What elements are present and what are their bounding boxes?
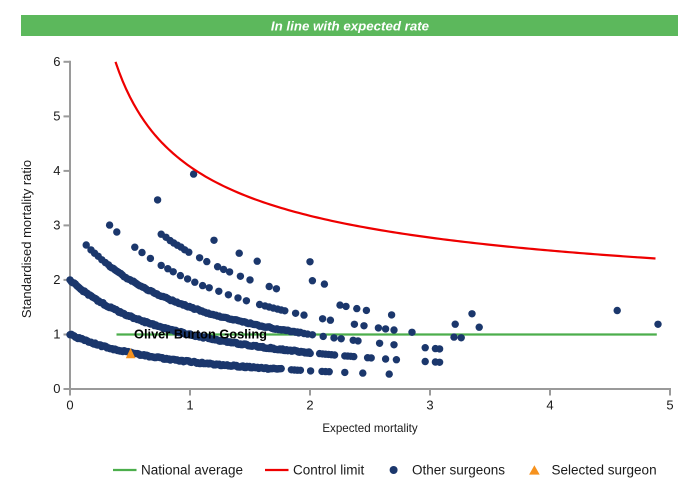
svg-text:4: 4 bbox=[53, 163, 60, 178]
svg-text:Other surgeons: Other surgeons bbox=[412, 463, 505, 478]
svg-text:1: 1 bbox=[53, 327, 60, 342]
svg-text:Standardised mortality ratio: Standardised mortality ratio bbox=[19, 160, 34, 318]
svg-text:5: 5 bbox=[53, 109, 60, 124]
svg-text:Expected mortality: Expected mortality bbox=[322, 422, 418, 435]
svg-text:3: 3 bbox=[426, 398, 433, 413]
svg-text:0: 0 bbox=[66, 398, 73, 413]
svg-text:1: 1 bbox=[186, 398, 193, 413]
svg-text:2: 2 bbox=[53, 272, 60, 287]
svg-text:6: 6 bbox=[53, 54, 60, 69]
svg-text:In line with expected rate: In line with expected rate bbox=[271, 19, 430, 34]
svg-text:Selected surgeon: Selected surgeon bbox=[552, 463, 657, 478]
svg-text:5: 5 bbox=[666, 398, 673, 413]
svg-text:3: 3 bbox=[53, 218, 60, 233]
svg-text:Control limit: Control limit bbox=[293, 463, 365, 478]
svg-text:Oliver Burton Gosling: Oliver Burton Gosling bbox=[134, 326, 267, 341]
svg-text:National average: National average bbox=[141, 463, 243, 478]
svg-text:0: 0 bbox=[53, 381, 60, 396]
svg-text:4: 4 bbox=[546, 398, 553, 413]
svg-text:2: 2 bbox=[306, 398, 313, 413]
